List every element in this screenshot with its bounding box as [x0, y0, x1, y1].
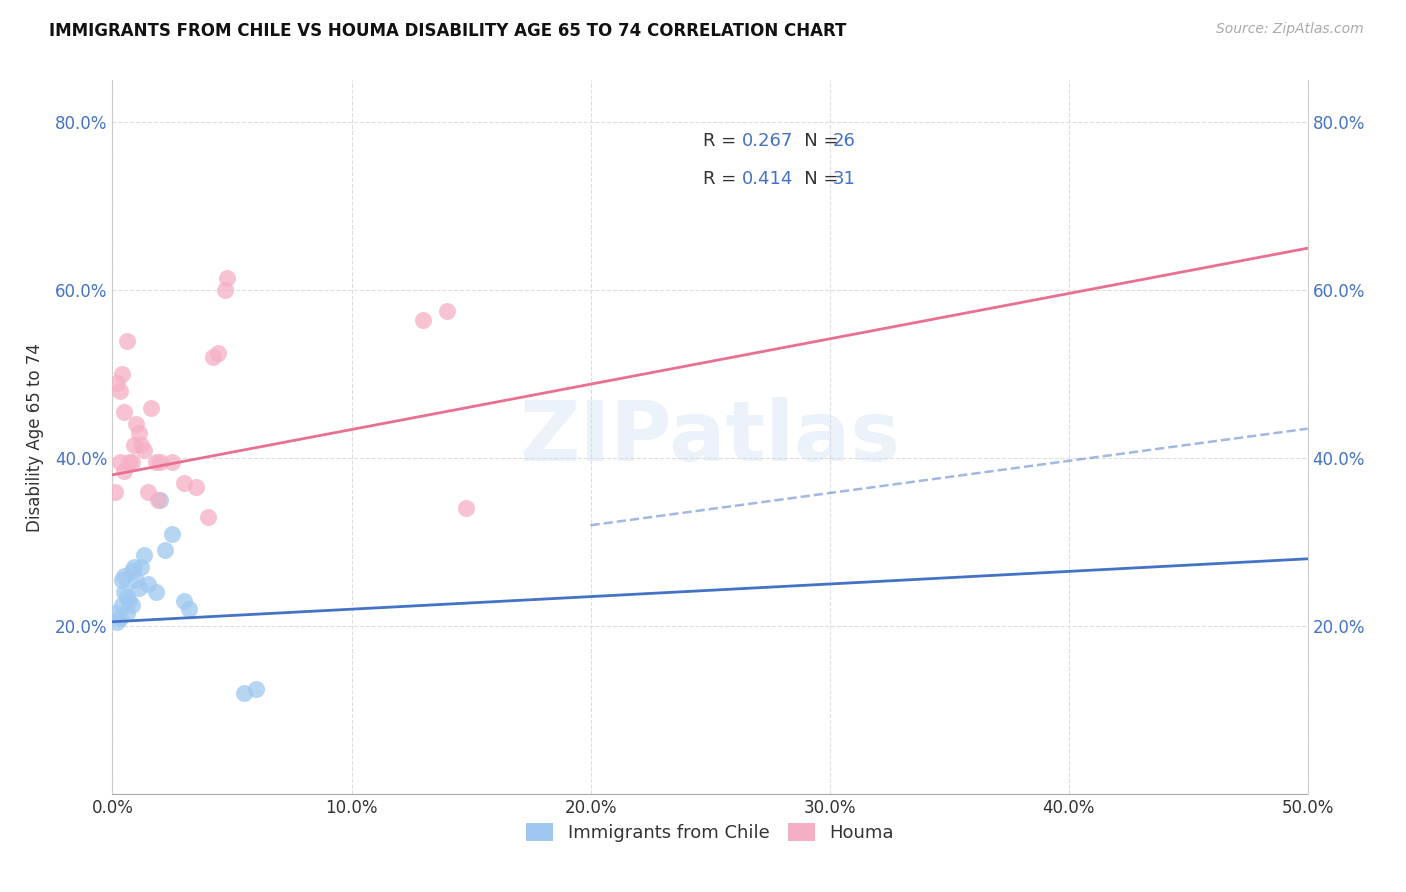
Point — [121, 598, 143, 612]
Point — [128, 581, 150, 595]
Point — [108, 455, 131, 469]
Point — [233, 686, 256, 700]
Point — [162, 455, 183, 469]
Point — [115, 590, 138, 604]
Point — [118, 455, 141, 469]
Point — [114, 568, 135, 582]
Point — [146, 493, 169, 508]
Point — [132, 548, 155, 562]
Point — [149, 493, 172, 508]
Point — [162, 526, 183, 541]
Point — [115, 607, 138, 621]
Point — [128, 425, 150, 440]
Text: 26: 26 — [832, 132, 855, 150]
Text: 0.267: 0.267 — [742, 132, 793, 150]
Point — [197, 509, 219, 524]
Y-axis label: Disability Age 65 to 74: Disability Age 65 to 74 — [25, 343, 44, 532]
Point — [114, 405, 135, 419]
Point — [108, 610, 131, 624]
Point — [145, 455, 167, 469]
Text: 0.414: 0.414 — [742, 170, 793, 188]
Point — [139, 401, 162, 415]
Legend: Immigrants from Chile, Houma: Immigrants from Chile, Houma — [519, 815, 901, 849]
Text: IMMIGRANTS FROM CHILE VS HOUMA DISABILITY AGE 65 TO 74 CORRELATION CHART: IMMIGRANTS FROM CHILE VS HOUMA DISABILIT… — [49, 22, 846, 40]
Point — [111, 367, 134, 381]
Point — [125, 573, 148, 587]
Point — [201, 351, 224, 365]
Point — [114, 464, 135, 478]
Point — [153, 543, 176, 558]
Point — [177, 602, 200, 616]
Point — [138, 484, 160, 499]
Point — [104, 484, 127, 499]
Point — [114, 585, 135, 599]
Point — [186, 480, 208, 494]
Point — [138, 577, 160, 591]
Point — [132, 442, 155, 457]
Text: N =: N = — [787, 132, 845, 150]
Text: 31: 31 — [832, 170, 855, 188]
Point — [104, 607, 127, 621]
Point — [412, 312, 434, 326]
Point — [111, 598, 134, 612]
Point — [436, 304, 458, 318]
Point — [108, 384, 131, 398]
Point — [173, 476, 195, 491]
Point — [129, 438, 152, 452]
Text: Source: ZipAtlas.com: Source: ZipAtlas.com — [1216, 22, 1364, 37]
Point — [245, 681, 267, 696]
Text: R =: R = — [703, 132, 742, 150]
Point — [145, 585, 167, 599]
Point — [207, 346, 229, 360]
Point — [118, 594, 141, 608]
Point — [129, 560, 152, 574]
Point — [149, 455, 172, 469]
Point — [105, 615, 128, 629]
Point — [105, 376, 128, 390]
Point — [111, 573, 134, 587]
Point — [121, 455, 143, 469]
Point — [173, 594, 195, 608]
Point — [456, 501, 478, 516]
Text: ZIPatlas: ZIPatlas — [520, 397, 900, 477]
Point — [121, 565, 143, 579]
Point — [115, 334, 138, 348]
Point — [214, 283, 236, 297]
Point — [122, 438, 145, 452]
Point — [217, 270, 239, 285]
Text: N =: N = — [787, 170, 845, 188]
Text: R =: R = — [703, 170, 742, 188]
Point — [122, 560, 145, 574]
Point — [125, 417, 148, 432]
